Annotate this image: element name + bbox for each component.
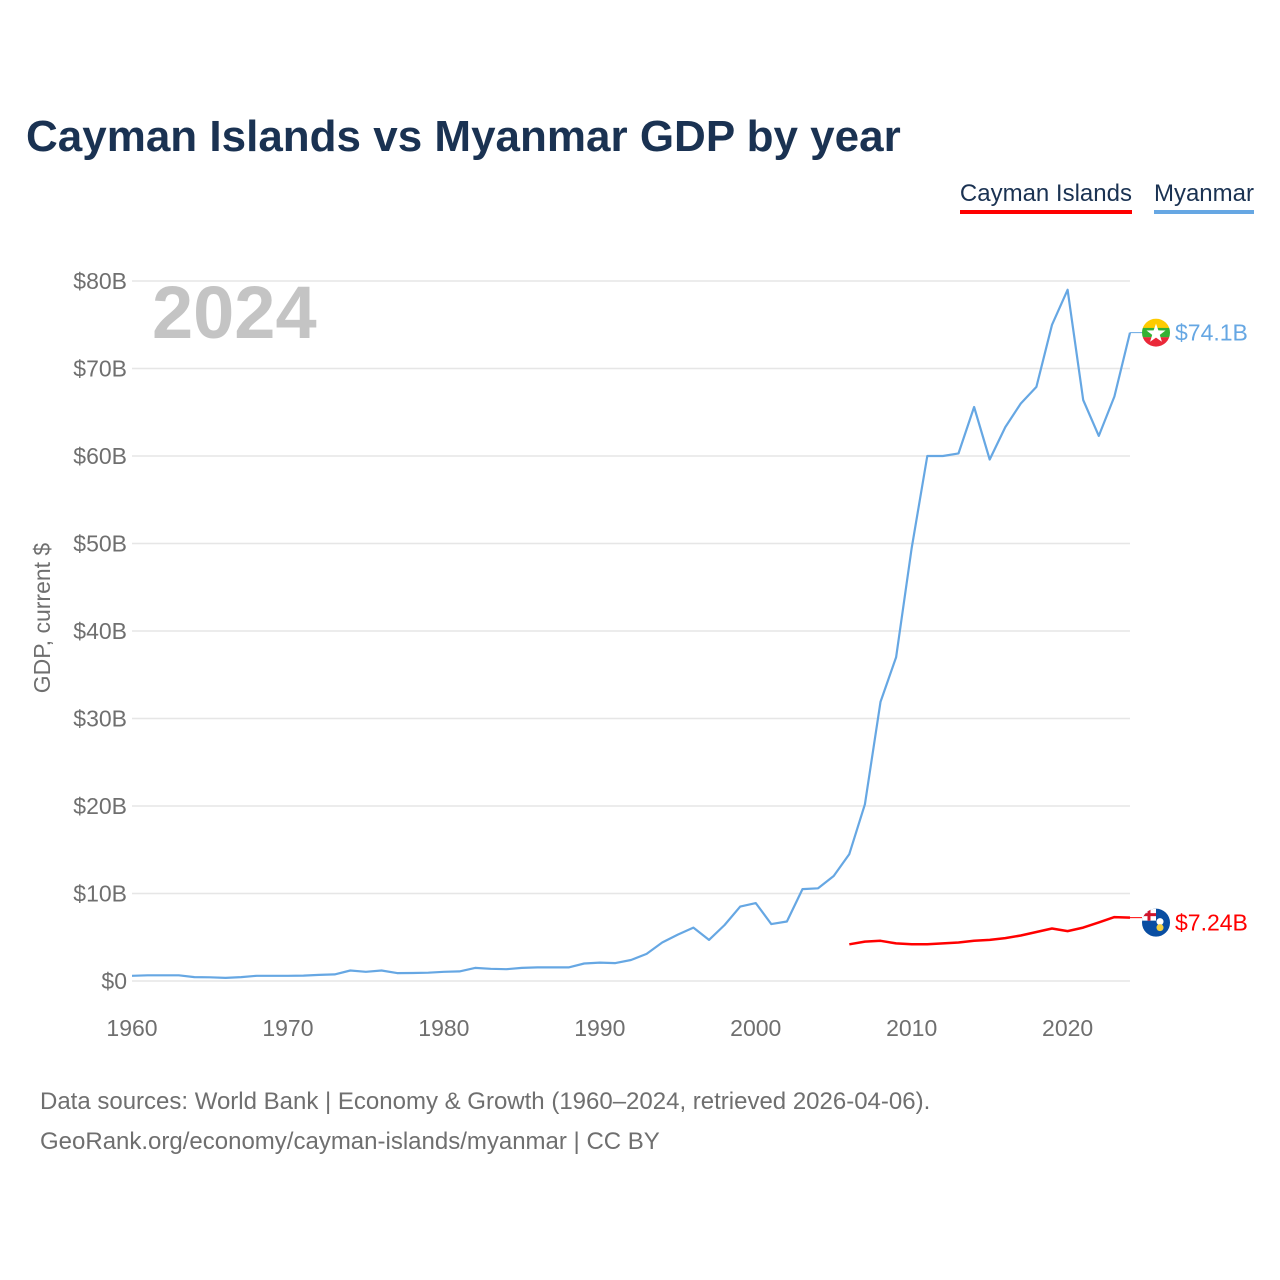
y-axis-ticks: $0 $10B $20B $30B $40B $50B $60B $70B $80B	[73, 268, 127, 994]
series-line-cayman-islands	[849, 915, 1131, 946]
grid-lines	[132, 280, 1130, 982]
cayman-islands-flag-icon	[1142, 908, 1170, 937]
legend-item-myanmar[interactable]: Myanmar	[1153, 180, 1254, 214]
end-labels: $7.24B $74.1B	[1130, 318, 1248, 937]
x-axis-ticks: 1960 1970 1980 1990 2000 2010 2020	[106, 1015, 1093, 1041]
y-axis-label: GDP, current $	[29, 543, 55, 694]
end-value-label: $74.1B	[1175, 320, 1248, 346]
x-tick-label: 1990	[574, 1015, 625, 1041]
data-sources: Data sources: World Bank | Economy & Gro…	[40, 1088, 931, 1115]
license-text: | CC BY	[566, 1128, 660, 1155]
x-tick-label: 2020	[1042, 1015, 1093, 1041]
y-tick-label: $40B	[73, 618, 127, 644]
y-tick-label: $30B	[73, 706, 127, 732]
chart-title: Cayman Islands vs Myanmar GDP by year	[26, 112, 901, 161]
x-tick-label: 2000	[730, 1015, 781, 1041]
year-label: 2024	[152, 271, 317, 354]
y-tick-label: $10B	[73, 881, 127, 907]
series-lines	[131, 288, 1132, 980]
y-tick-label: $60B	[73, 443, 127, 469]
y-tick-label: $50B	[73, 531, 127, 557]
source-line: GeoRank.org/economy/cayman-islands/myanm…	[40, 1122, 930, 1162]
x-tick-label: 2010	[886, 1015, 937, 1041]
y-tick-label: $0	[101, 968, 127, 994]
x-tick-label: 1980	[418, 1015, 469, 1041]
x-tick-label: 1970	[262, 1015, 313, 1041]
legend-item-cayman-islands[interactable]: Cayman Islands	[959, 180, 1132, 214]
legend: Cayman Islands Myanmar	[959, 180, 1254, 214]
y-tick-label: $20B	[73, 793, 127, 819]
end-value-label: $7.24B	[1175, 910, 1248, 936]
source-link[interactable]: GeoRank.org/economy/cayman-islands/myanm…	[40, 1128, 567, 1155]
series-line-myanmar	[131, 288, 1132, 980]
y-tick-label: $70B	[73, 356, 127, 382]
footer: Data sources: World Bank | Economy & Gro…	[40, 1082, 930, 1162]
gdp-line-chart: $0$10B$20B$30B$40B$50B$60B$70B$80B 1960 1…	[29, 268, 1248, 1041]
myanmar-flag-icon	[1142, 318, 1170, 347]
y-tick-label: $80B	[73, 268, 127, 294]
x-tick-label: 1960	[106, 1015, 157, 1041]
